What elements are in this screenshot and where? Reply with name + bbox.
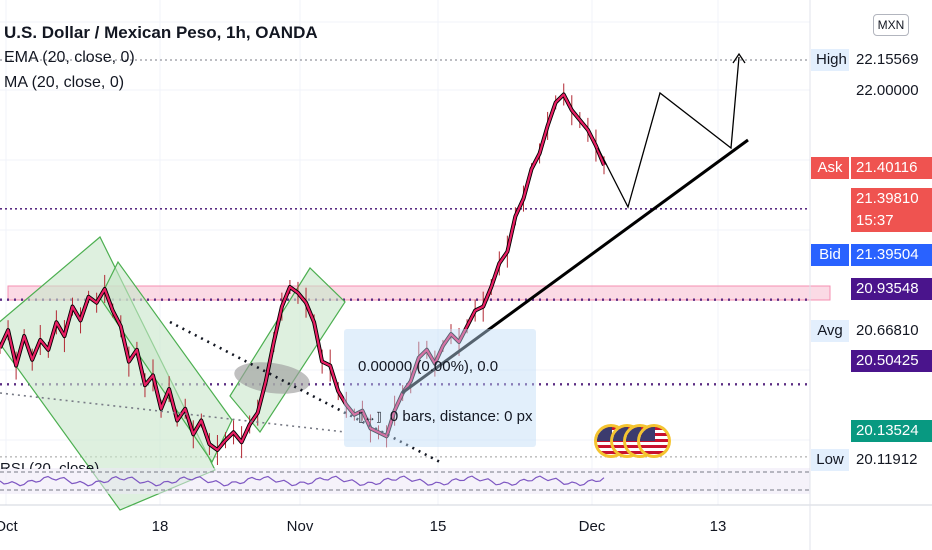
x-tick-dec: Dec (578, 518, 606, 535)
measure-bars-text: 0 bars, distance: 0 px (389, 408, 533, 425)
ellipse-marker (234, 362, 310, 394)
trend-drawings (0, 52, 749, 464)
bid-label: Bid (811, 244, 849, 266)
ema-indicator-label[interactable]: EMA (20, close, 0) (4, 49, 135, 66)
ask-label: Ask (811, 157, 849, 179)
level-low-price: 20.13524 (851, 420, 932, 442)
ema-line (0, 93, 606, 452)
x-tick-18: 18 (151, 518, 169, 535)
symbol-title[interactable]: U.S. Dollar / Mexican Peso, 1h, OANDA (4, 23, 318, 42)
low-price: 20.11912 (851, 449, 932, 471)
x-tick-oct: Oct (0, 518, 18, 535)
us-flag-icon[interactable] (637, 424, 671, 458)
avg-price: 20.66810 (851, 320, 932, 342)
currency-button[interactable]: MXN (873, 14, 909, 36)
pink-zone (7, 285, 831, 301)
avg-label: Avg (811, 320, 849, 342)
projection-arrowhead (732, 52, 746, 64)
high-price: 22.15569 (851, 49, 932, 71)
rsi-label: RSI (20, close) (0, 460, 100, 469)
projection-path (597, 56, 740, 209)
uptrend-line (401, 138, 749, 395)
bid-price: 21.39504 (851, 244, 932, 266)
measure-tooltip: 0.00000 (0.00%), 0.0 ⟦↔⟧ 0 bars, distance… (344, 329, 536, 447)
measure-icon: ⟦↔⟧ (358, 410, 382, 424)
ask-price: 21.40116 (851, 157, 932, 179)
dotted-trendline-2 (0, 392, 346, 433)
measure-bars: ⟦↔⟧ 0 bars, distance: 0 px (358, 408, 532, 425)
high-label: High (811, 49, 849, 71)
rsi-pane (0, 468, 810, 494)
last-price: 21.39810 (856, 190, 919, 207)
measure-change: 0.00000 (0.00%), 0.0 (358, 358, 499, 375)
last-price-box: 21.39810 15:37 (851, 188, 932, 232)
ma-indicator-label[interactable]: MA (20, close, 0) (4, 74, 125, 91)
x-tick-13: 13 (709, 518, 727, 535)
resistance-price: 20.93548 (851, 278, 932, 300)
chart-legend: U.S. Dollar / Mexican Peso, 1h, OANDA EM… (4, 20, 318, 95)
low-label: Low (811, 449, 849, 471)
x-tick-nov: Nov (286, 518, 314, 535)
dotted-trendline-1 (169, 320, 441, 464)
round-level-price: 22.00000 (851, 80, 932, 102)
bar-countdown: 15:37 (856, 212, 894, 229)
rsi-line (0, 475, 605, 487)
parallel-channels (0, 236, 346, 511)
support-price: 20.50425 (851, 350, 932, 372)
x-tick-15: 15 (429, 518, 447, 535)
